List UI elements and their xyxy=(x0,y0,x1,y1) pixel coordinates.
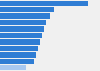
Bar xyxy=(0,13,50,19)
Bar xyxy=(0,39,40,45)
Bar xyxy=(0,52,36,58)
Bar xyxy=(0,33,42,38)
Bar xyxy=(0,7,54,12)
Bar xyxy=(0,26,44,32)
Bar xyxy=(0,65,26,70)
Bar xyxy=(0,46,38,51)
Bar xyxy=(0,1,88,6)
Bar xyxy=(0,20,46,25)
Bar xyxy=(0,59,34,64)
